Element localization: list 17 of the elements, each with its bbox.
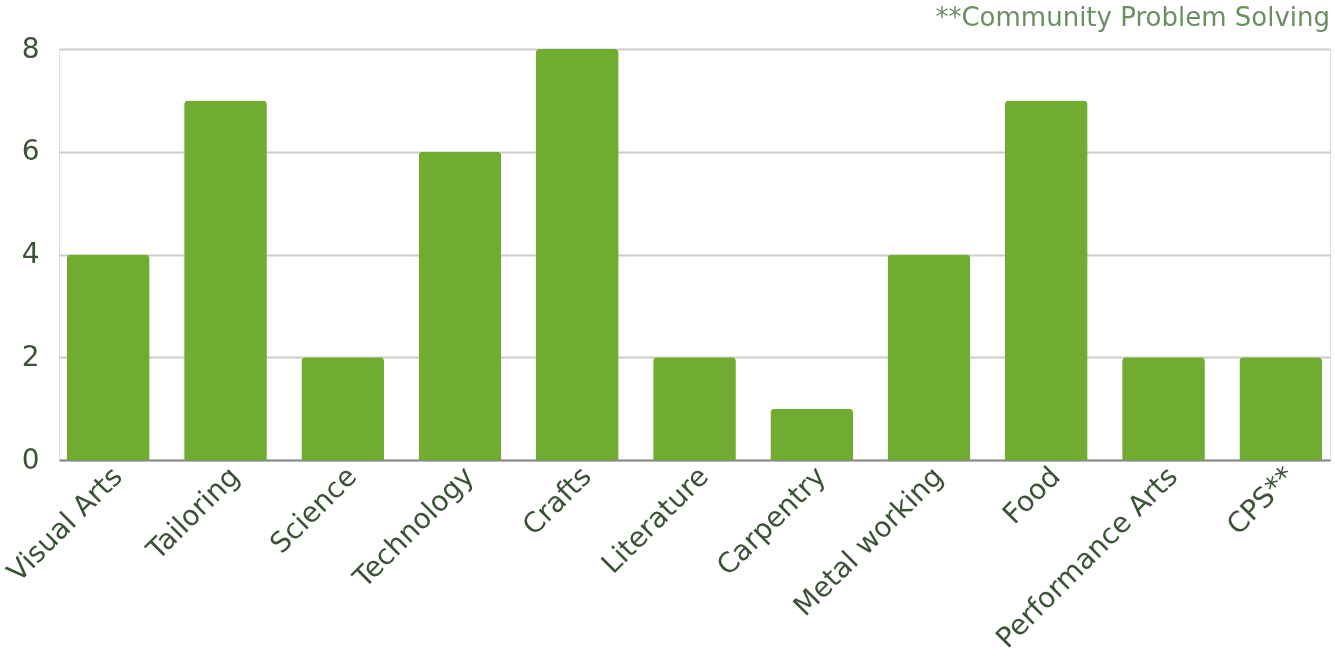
text: **Community Problem Solving xyxy=(935,2,1330,32)
y-tick-label: 0 xyxy=(21,442,40,476)
y-tick-label: 6 xyxy=(21,134,40,168)
bar xyxy=(184,100,267,460)
bar xyxy=(770,408,854,460)
bar xyxy=(653,357,736,460)
y-tick-label: 4 xyxy=(21,237,40,270)
bar xyxy=(66,254,150,460)
y-tick-label: 2 xyxy=(21,339,40,373)
bar xyxy=(535,49,619,460)
bar xyxy=(301,357,385,460)
bar xyxy=(887,254,971,460)
y-tick-label: 8 xyxy=(21,31,40,65)
bar xyxy=(1004,100,1088,460)
bar xyxy=(1239,357,1323,460)
bar xyxy=(418,151,502,460)
bar xyxy=(1122,357,1205,460)
